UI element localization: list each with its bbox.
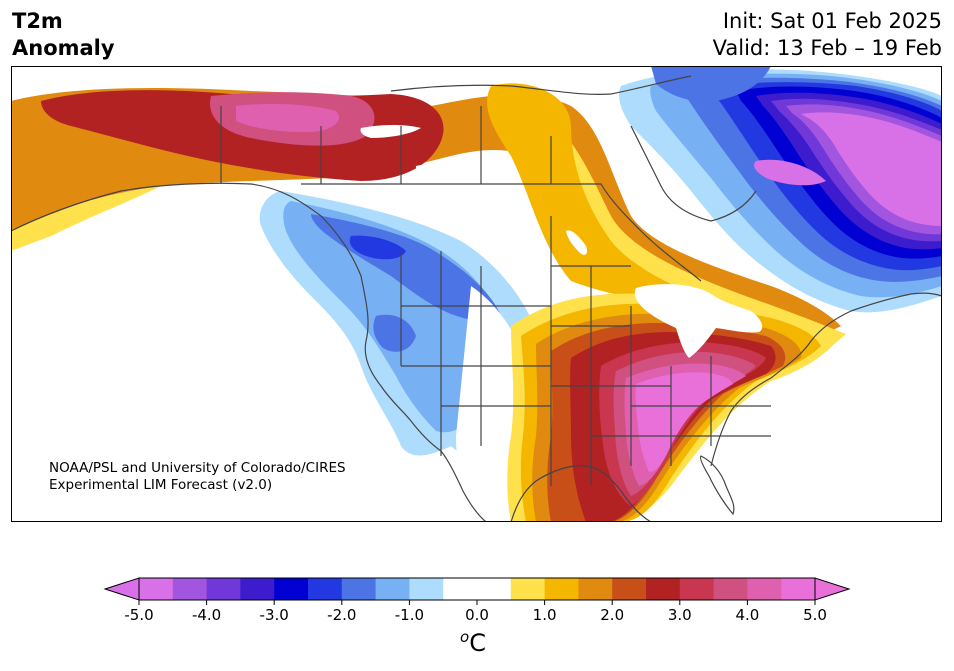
colorbar-cell <box>375 578 410 600</box>
credit-model: Experimental LIM Forecast (v2.0) <box>49 477 273 493</box>
colorbar-tick-label: -5.0 <box>124 606 153 624</box>
title-variable: T2m <box>12 9 63 33</box>
colorbar-cell <box>409 578 444 600</box>
warm-north-orange-west <box>11 109 131 201</box>
colorbar-cell <box>341 578 377 600</box>
colorbar-ticks: -5.0 -4.0 -3.0 -2.0 -1.0 0.0 1.0 2.0 3.0 4.0 5.0 <box>124 600 827 624</box>
colorbar-cell <box>510 578 546 600</box>
colorbar-cell <box>578 578 613 600</box>
forecast-dates: Init: Sat 01 Feb 2025 Valid: 13 Feb – 19… <box>713 8 942 62</box>
state-lines-central <box>550 216 671 486</box>
credit-org: NOAA/PSL and University of Colorado/CIRE… <box>49 460 346 476</box>
province-lines <box>220 106 552 184</box>
us-canada-border <box>301 183 702 282</box>
colorbar-cell <box>747 578 782 600</box>
colorbar-cell <box>308 578 343 600</box>
data-credit: NOAA/PSL and University of Colorado/CIRE… <box>49 460 346 494</box>
coastline-east <box>710 292 942 467</box>
colorbar-cells <box>139 578 816 600</box>
florida-coast <box>699 455 735 516</box>
colorbar-tick-label: 0.0 <box>465 606 489 624</box>
unit-degree: o <box>460 628 470 646</box>
map-title: T2m Anomaly <box>12 8 115 62</box>
colorbar-tick-label: 3.0 <box>668 606 692 624</box>
colorbar-cell <box>477 578 512 600</box>
colorbar-cell <box>172 578 208 600</box>
colorbar-extend-right <box>814 577 851 601</box>
colorbar-tick-label: 2.0 <box>600 606 624 624</box>
colorbar-cell <box>612 578 647 600</box>
cold-region-medium <box>283 201 512 433</box>
colorbar-cell <box>544 578 579 600</box>
lake-great-slave <box>360 125 421 138</box>
colorbar-cell <box>679 578 715 600</box>
colorbar-cell <box>646 578 681 600</box>
colorbar-cell <box>713 578 748 600</box>
cold-core-east <box>801 112 942 226</box>
colorbar-tick-label: -2.0 <box>327 606 356 624</box>
title-field: Anomaly <box>12 36 115 60</box>
colorbar-cell <box>781 578 816 600</box>
cold-region-labrador <box>754 159 826 186</box>
arctic-coast <box>390 75 692 95</box>
colorbar-cell <box>206 578 241 600</box>
colorbar-extend-left <box>103 577 140 601</box>
cold-region-hudson-top <box>651 66 771 102</box>
coastline-west <box>11 182 487 522</box>
anomaly-map <box>11 66 942 522</box>
colorbar-tick-label: 1.0 <box>533 606 557 624</box>
colorbar-tick-label: -3.0 <box>260 606 289 624</box>
colorbar: -5.0 -4.0 -3.0 -2.0 -1.0 0.0 1.0 2.0 3.0 4.0 5.0 <box>103 577 851 624</box>
hudson-bay-shore <box>630 125 757 222</box>
political-borders <box>11 75 942 522</box>
colorbar-cell <box>240 578 275 600</box>
cold-region-sw-blue <box>373 314 416 352</box>
init-date: Init: Sat 01 Feb 2025 <box>722 9 942 33</box>
coastline-south <box>510 465 652 522</box>
anomaly-field <box>11 66 942 522</box>
great-lakes <box>634 284 763 358</box>
state-lines-west <box>400 251 551 456</box>
lake-athabasca <box>415 159 491 176</box>
lake-winnipeg <box>566 230 588 255</box>
valid-range: Valid: 13 Feb – 19 Feb <box>712 36 942 60</box>
colorbar-cell <box>139 578 174 600</box>
colorbar-tick-label: 5.0 <box>803 606 827 624</box>
warm-region-north-yellow <box>11 186 161 251</box>
colorbar-cell <box>274 578 309 600</box>
warm-core-northwest-magenta <box>236 103 340 133</box>
unit-letter: C <box>469 629 486 657</box>
colorbar-tick-label: -1.0 <box>395 606 424 624</box>
warm-core-east-violet <box>635 372 733 472</box>
colorbar-tick-label: -4.0 <box>192 606 221 624</box>
cold-core-west <box>349 235 406 260</box>
warm-region-gold <box>487 83 711 303</box>
state-lines-east <box>631 356 771 466</box>
colorbar-cell <box>443 578 478 600</box>
colorbar-unit: oC <box>460 628 486 657</box>
colorbar-tick-label: 4.0 <box>735 606 759 624</box>
map-frame <box>11 66 942 522</box>
